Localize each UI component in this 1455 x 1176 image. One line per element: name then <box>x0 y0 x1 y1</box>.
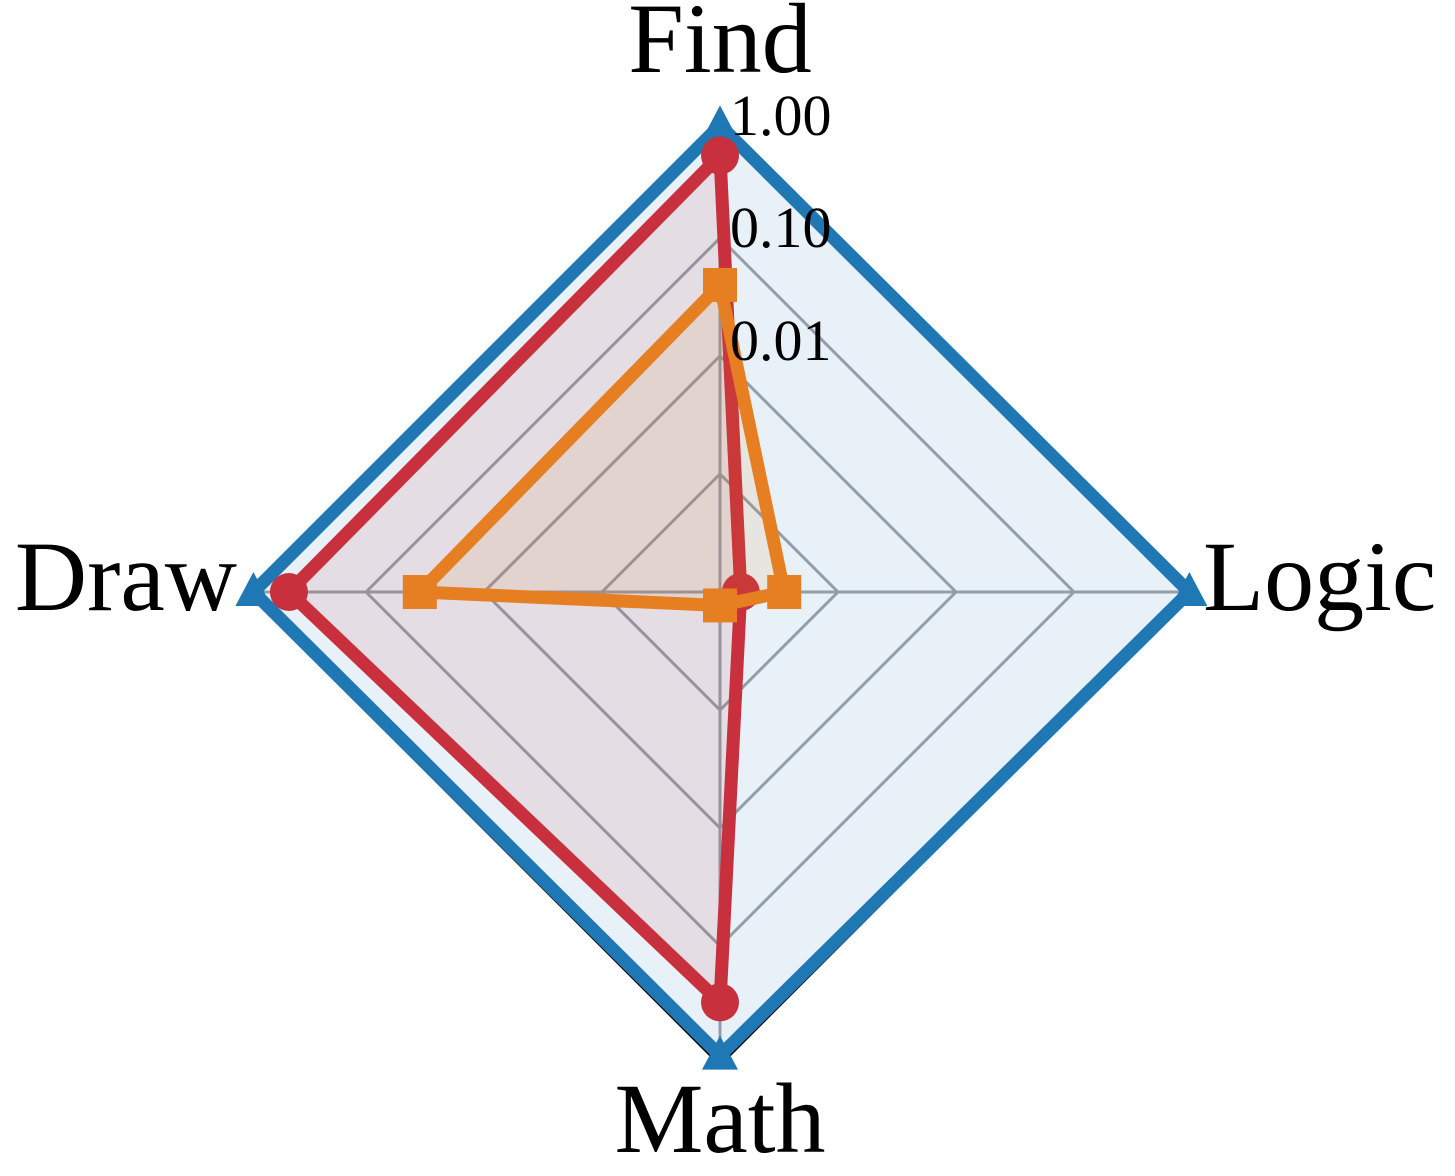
tick-label-0.1: 0.10 <box>730 195 832 260</box>
series-2 <box>269 136 760 1022</box>
series-2-point-draw <box>269 573 308 611</box>
series-3-point-logic <box>767 575 802 609</box>
axis-label-logic: Logic <box>1203 521 1436 632</box>
series-3-point-math <box>703 588 737 623</box>
radar-tick-labels: 1.00 0.10 0.01 <box>730 83 832 373</box>
series-1-point-math <box>702 1035 738 1070</box>
radar-series <box>235 105 1208 1070</box>
series-3-point-find <box>703 267 737 302</box>
axis-label-find: Find <box>628 0 811 94</box>
series-3 <box>402 267 802 623</box>
axis-label-math: Math <box>614 1063 825 1174</box>
series-1-point-logic <box>1171 572 1208 606</box>
series-2-point-find <box>701 136 739 175</box>
series-1-point-find <box>702 105 738 140</box>
axis-label-draw: Draw <box>15 521 237 632</box>
series-1-point-draw <box>235 572 272 606</box>
series-3-fill <box>419 284 785 606</box>
radar-axis-labels: Find Logic Math Draw <box>15 0 1436 1174</box>
series-2-fill <box>288 155 741 1003</box>
tick-label-1: 1.00 <box>730 83 832 148</box>
series-3-point-draw <box>402 575 437 609</box>
series-2-point-math <box>701 983 739 1022</box>
tick-label-0.01: 0.01 <box>730 308 832 373</box>
